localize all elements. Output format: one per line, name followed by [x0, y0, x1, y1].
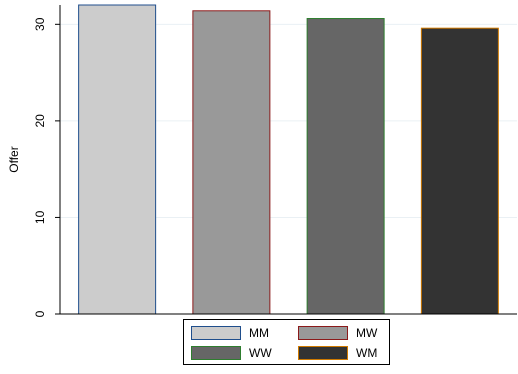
y-tick-label-3: 30 — [33, 17, 47, 31]
y-axis-label: Offer — [7, 146, 21, 172]
bar-wm — [420, 27, 499, 315]
legend-label-mw: MW — [356, 326, 378, 340]
legend: MM MW WW WM — [183, 319, 390, 365]
y-tick-label-2: 20 — [33, 114, 47, 128]
legend-label-ww: WW — [249, 346, 272, 360]
legend-swatch-mm — [191, 326, 241, 340]
legend-item-mw: MW — [298, 325, 377, 341]
legend-item-mm: MM — [191, 325, 269, 341]
legend-swatch-wm — [298, 346, 348, 360]
bar-mw — [192, 10, 271, 315]
legend-item-wm: WM — [298, 345, 377, 361]
y-tick-label-0: 0 — [33, 310, 47, 317]
y-tick-label-1: 10 — [33, 210, 47, 224]
legend-item-ww: WW — [191, 345, 272, 361]
legend-label-mm: MM — [249, 326, 269, 340]
legend-swatch-mw — [298, 326, 348, 340]
legend-swatch-ww — [191, 346, 241, 360]
bar-ww — [306, 18, 385, 315]
legend-label-wm: WM — [356, 346, 378, 360]
bar-mm — [78, 4, 157, 315]
